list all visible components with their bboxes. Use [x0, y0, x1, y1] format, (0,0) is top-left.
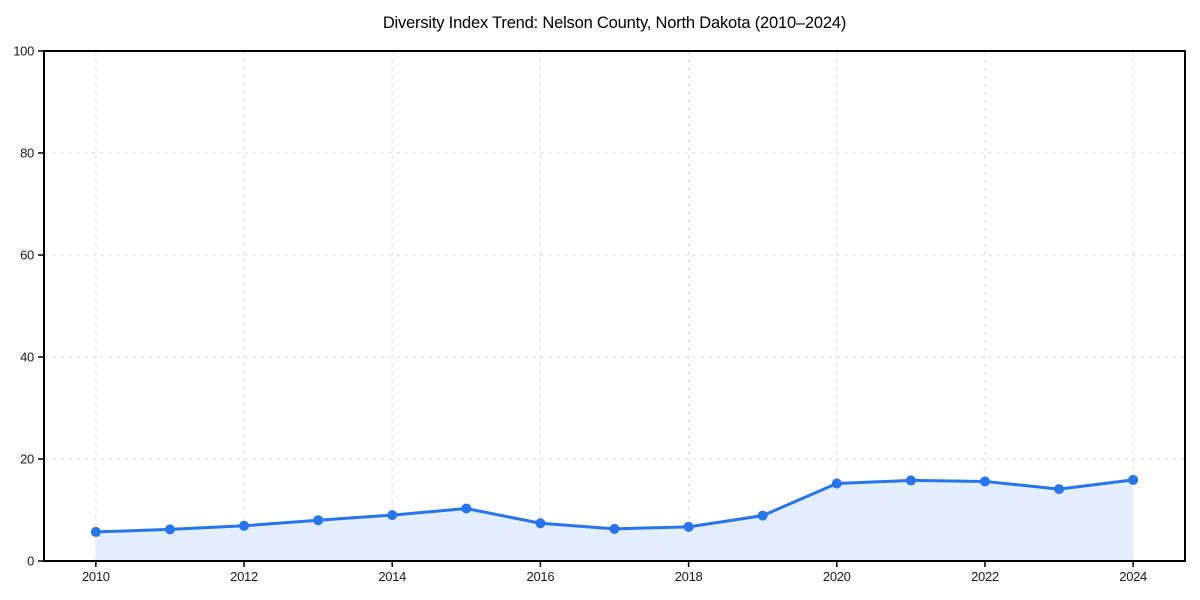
chart-title: Diversity Index Trend: Nelson County, No… — [382, 14, 847, 32]
y-tick-label: 0 — [27, 554, 34, 569]
y-tick-label: 80 — [20, 146, 34, 161]
data-point-2019 — [757, 510, 768, 521]
data-point-2013 — [313, 515, 324, 526]
y-tick-label: 40 — [20, 350, 34, 365]
data-point-2022 — [979, 476, 990, 487]
x-tick-label: 2020 — [823, 569, 851, 584]
x-tick-label: 2012 — [230, 569, 258, 584]
data-point-2015 — [461, 503, 472, 514]
x-tick-label: 2010 — [82, 569, 110, 584]
x-tick-label: 2016 — [527, 569, 555, 584]
data-point-2020 — [831, 478, 842, 489]
x-tick-label: 2014 — [378, 569, 406, 584]
data-point-2010 — [90, 526, 101, 537]
data-point-2021 — [905, 475, 916, 486]
x-tick-label: 2022 — [971, 569, 999, 584]
data-point-2017 — [609, 523, 620, 534]
x-tick-label: 2018 — [675, 569, 703, 584]
area-fill — [95, 479, 1134, 561]
y-tick-label: 60 — [20, 248, 34, 263]
y-tick-label: 20 — [20, 452, 34, 467]
plot-border — [43, 50, 1186, 562]
data-point-2011 — [164, 524, 175, 535]
data-point-2024 — [1128, 474, 1139, 485]
x-tick-label: 2024 — [1119, 569, 1147, 584]
data-point-2018 — [683, 521, 694, 532]
data-point-2023 — [1054, 484, 1065, 495]
data-point-2016 — [535, 518, 546, 529]
data-point-2014 — [387, 510, 398, 521]
y-tick-label: 100 — [13, 44, 34, 59]
data-point-2012 — [239, 520, 250, 531]
